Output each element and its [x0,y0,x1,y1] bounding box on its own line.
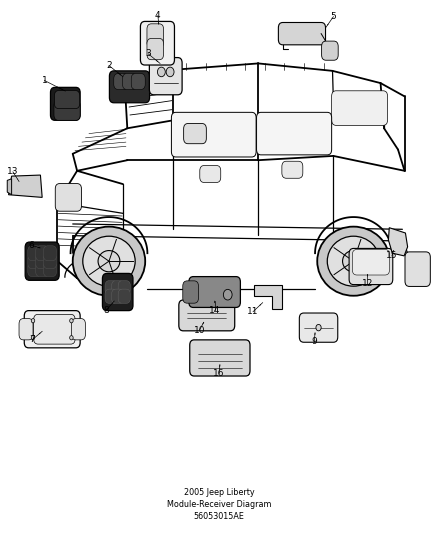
FancyBboxPatch shape [19,319,33,340]
FancyBboxPatch shape [112,280,124,295]
Ellipse shape [343,251,364,272]
Text: 2005 Jeep Liberty
Module-Receiver Diagram
56053015AE: 2005 Jeep Liberty Module-Receiver Diagra… [167,488,271,521]
FancyBboxPatch shape [55,183,81,211]
Polygon shape [254,285,282,309]
Ellipse shape [31,336,35,340]
FancyBboxPatch shape [405,252,430,286]
Ellipse shape [31,319,35,323]
Ellipse shape [223,289,232,300]
Text: 4: 4 [155,11,161,20]
FancyBboxPatch shape [112,289,124,303]
FancyBboxPatch shape [110,71,150,103]
FancyBboxPatch shape [332,91,388,125]
FancyBboxPatch shape [28,262,41,277]
FancyBboxPatch shape [118,280,131,295]
Text: 2: 2 [106,61,112,70]
FancyBboxPatch shape [190,340,250,376]
FancyBboxPatch shape [43,254,57,269]
FancyBboxPatch shape [118,289,131,303]
FancyBboxPatch shape [35,262,49,277]
Ellipse shape [83,236,135,286]
Ellipse shape [166,67,174,77]
FancyBboxPatch shape [257,112,332,155]
FancyBboxPatch shape [71,319,85,340]
FancyBboxPatch shape [171,112,256,157]
FancyBboxPatch shape [43,246,57,261]
Text: 5: 5 [331,12,336,21]
FancyBboxPatch shape [353,249,389,275]
FancyBboxPatch shape [105,280,117,295]
FancyBboxPatch shape [123,74,137,90]
FancyBboxPatch shape [131,74,145,90]
FancyBboxPatch shape [321,41,338,60]
FancyBboxPatch shape [24,311,80,348]
Ellipse shape [70,336,73,340]
Text: 8: 8 [103,305,109,314]
FancyBboxPatch shape [149,58,182,95]
FancyBboxPatch shape [50,87,80,120]
Text: 6: 6 [28,241,34,250]
Polygon shape [389,228,408,256]
Text: 16: 16 [213,369,225,378]
Ellipse shape [317,227,390,296]
Text: 14: 14 [209,305,220,314]
Text: 9: 9 [311,337,317,346]
FancyBboxPatch shape [189,277,240,308]
FancyBboxPatch shape [279,22,325,45]
FancyBboxPatch shape [299,313,338,342]
Ellipse shape [316,325,321,331]
Text: 1: 1 [42,76,47,85]
Polygon shape [9,175,42,197]
Polygon shape [7,179,12,195]
Ellipse shape [73,227,145,296]
FancyBboxPatch shape [28,246,41,261]
Text: 11: 11 [247,307,259,316]
FancyBboxPatch shape [147,24,163,48]
Text: 7: 7 [29,335,35,344]
Text: 3: 3 [145,50,151,58]
Ellipse shape [98,251,120,272]
Text: 10: 10 [194,326,205,335]
FancyBboxPatch shape [114,74,128,90]
Ellipse shape [327,236,380,286]
FancyBboxPatch shape [102,273,133,311]
FancyBboxPatch shape [35,254,49,269]
Text: 13: 13 [7,167,19,176]
FancyBboxPatch shape [43,262,57,277]
FancyBboxPatch shape [54,100,80,120]
FancyBboxPatch shape [349,248,393,285]
Text: 15: 15 [386,252,398,260]
FancyBboxPatch shape [34,314,75,344]
FancyBboxPatch shape [54,91,80,109]
FancyBboxPatch shape [28,254,41,269]
FancyBboxPatch shape [200,165,221,182]
FancyBboxPatch shape [25,242,59,280]
Ellipse shape [157,67,165,77]
FancyBboxPatch shape [282,161,303,178]
FancyBboxPatch shape [105,289,117,303]
Ellipse shape [70,319,73,323]
FancyBboxPatch shape [141,21,174,65]
FancyBboxPatch shape [184,124,206,144]
Text: 12: 12 [362,279,373,288]
FancyBboxPatch shape [147,38,163,60]
FancyBboxPatch shape [183,281,198,303]
FancyBboxPatch shape [179,300,235,331]
FancyBboxPatch shape [35,246,49,261]
